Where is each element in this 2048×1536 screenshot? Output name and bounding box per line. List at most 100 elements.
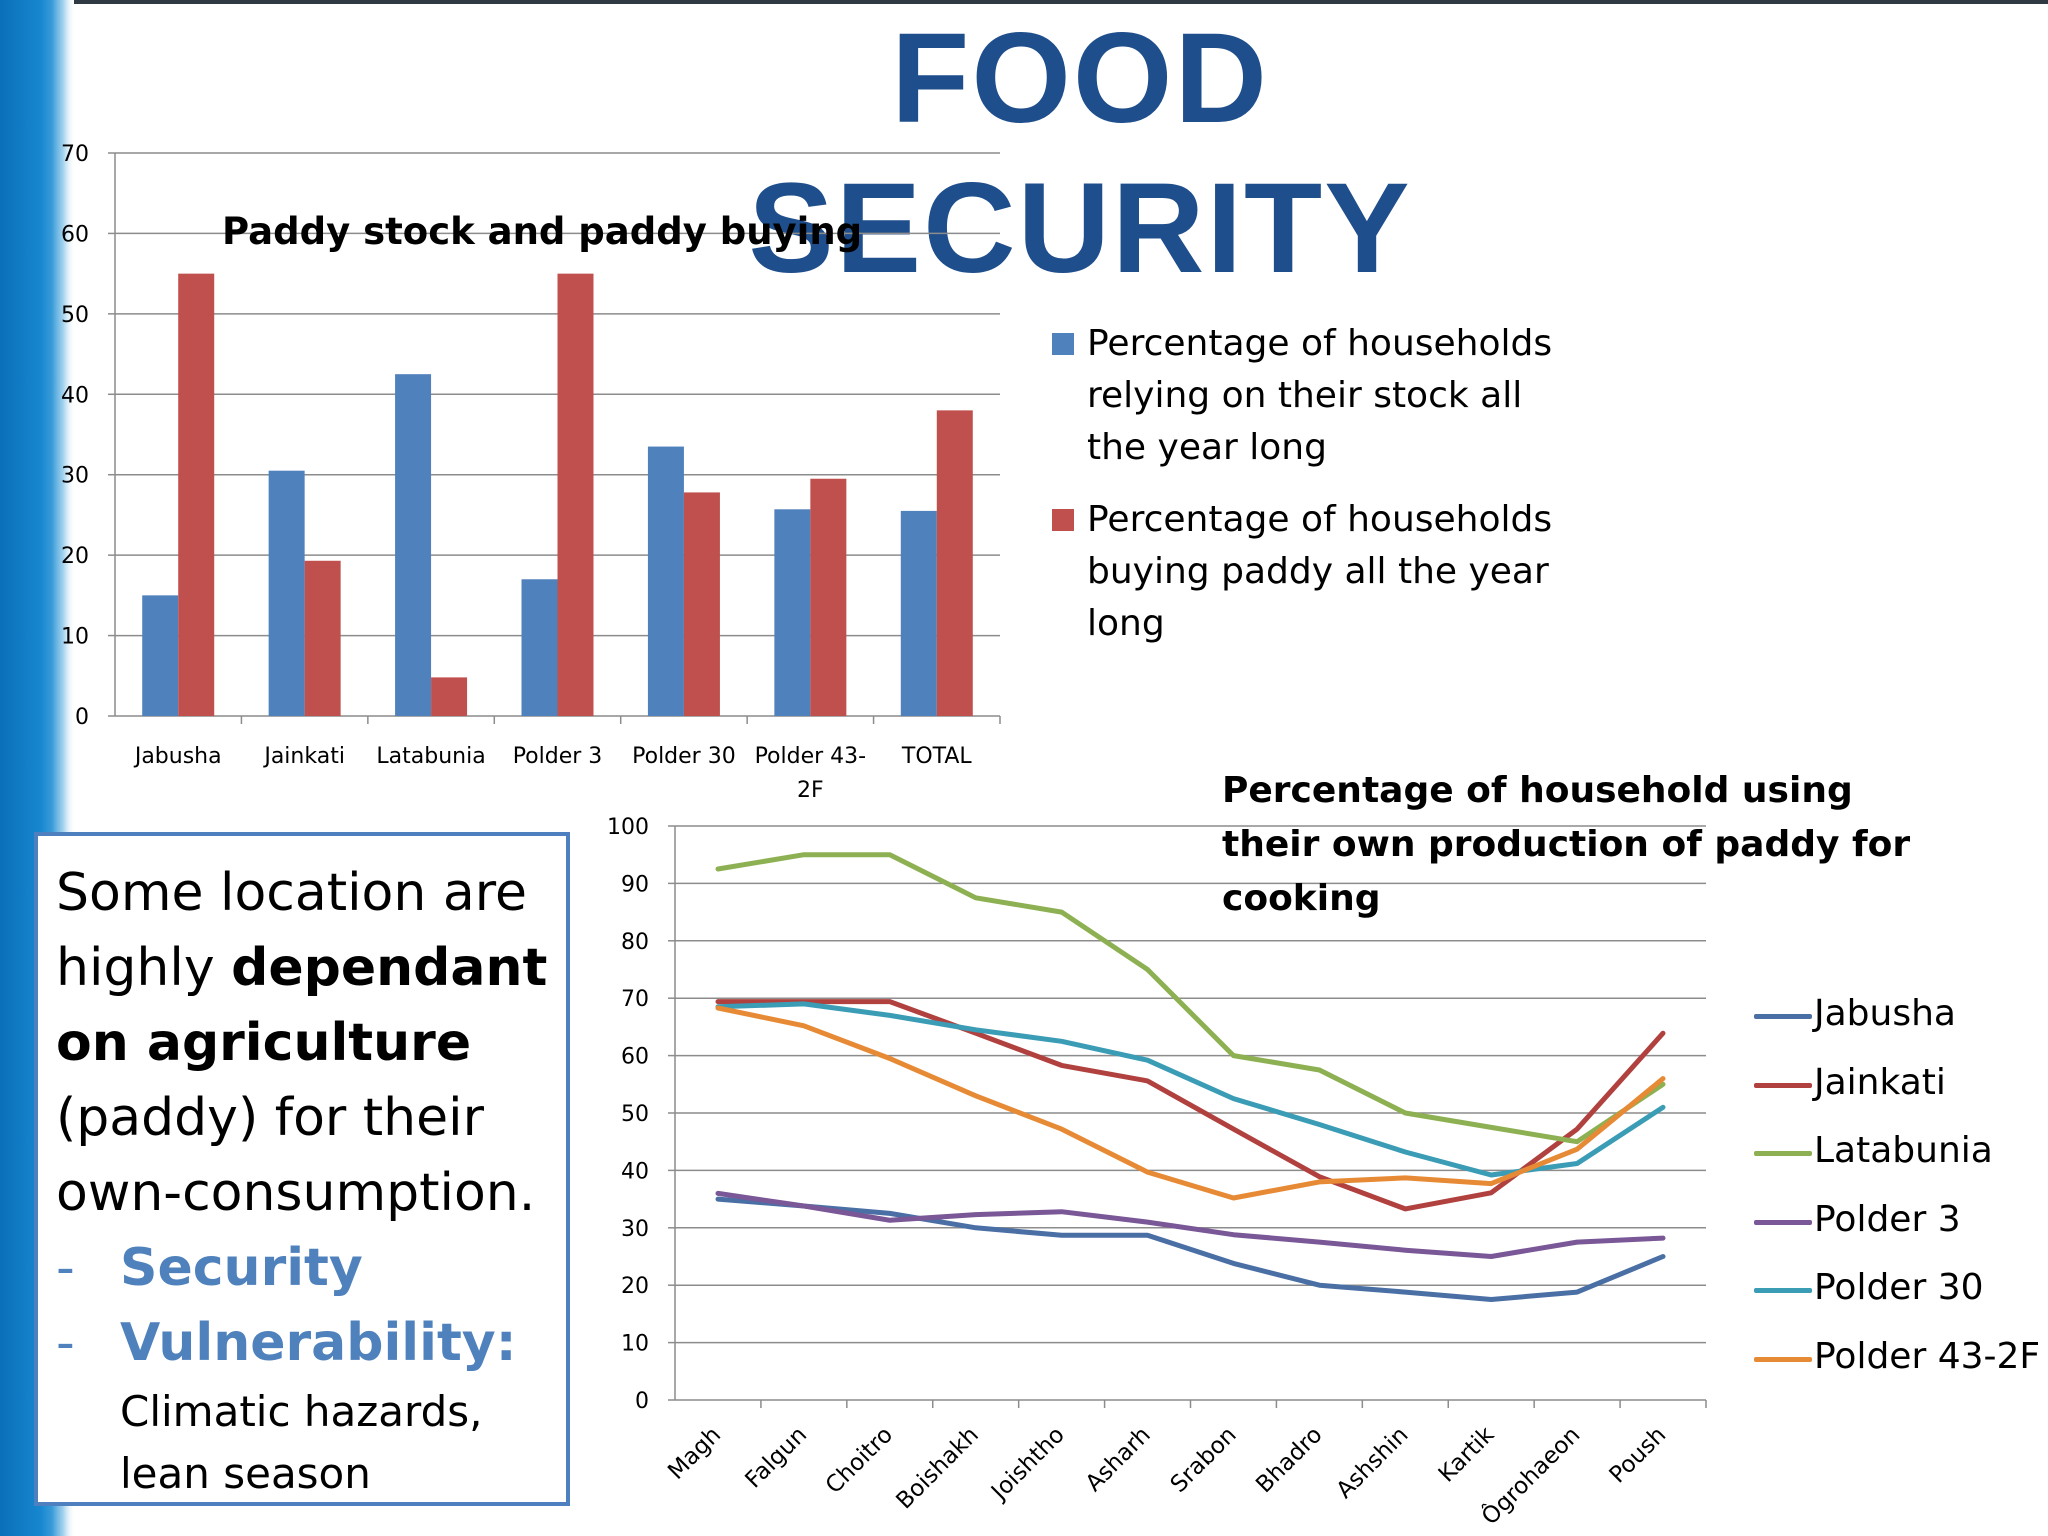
line-y-tick-label: 80	[621, 930, 649, 955]
summary-paragraph: Some location are highly dependant on ag…	[56, 856, 550, 1231]
line-legend-label: Jabusha	[1814, 993, 1956, 1034]
bar-legend-swatch-stock	[1052, 333, 1074, 355]
bar-chart-legend: Percentage of households relying on thei…	[1052, 318, 1572, 670]
line-series-jainkati	[715, 999, 1666, 1212]
bar-polder-3-series-0	[521, 579, 558, 716]
bar-polder-43-2f-series-0	[774, 509, 811, 716]
line-series-latabunia	[715, 852, 1666, 1145]
line-y-tick-label: 0	[635, 1389, 649, 1414]
bar-y-tick-label: 70	[61, 142, 89, 167]
bullet-security: - Security	[56, 1231, 550, 1306]
line-series-jabusha	[715, 1196, 1666, 1302]
line-x-tick-label-asharh: Asharh	[1081, 1422, 1156, 1497]
bar-x-tick-label: Polder 3	[513, 744, 603, 769]
line-legend-item-jainkati: Jainkati	[1750, 1053, 2048, 1122]
line-y-tick-label: 70	[621, 987, 649, 1012]
line-legend-swatch	[1754, 1082, 1812, 1088]
bar-legend-item-stock: Percentage of households relying on thei…	[1052, 318, 1572, 474]
line-legend-swatch	[1754, 1288, 1812, 1293]
line-chart-legend: Jabusha Jainkati Latabunia Polder 3 Polder 3…	[1750, 984, 2048, 1395]
bar-polder-3-series-1	[557, 273, 594, 716]
line-y-tick-label: 60	[621, 1045, 649, 1070]
bar-x-tick-label: Latabunia	[376, 744, 485, 769]
line-legend-swatch	[1754, 1151, 1812, 1156]
bar-chart: 0 10 20 30 40 50 60 70 Jabusha Jainkati Latabunia P…	[61, 142, 1001, 803]
bar-y-tick-label: 10	[61, 625, 89, 650]
line-series-polder-30	[715, 1001, 1666, 1178]
line-legend-swatch	[1754, 1219, 1812, 1225]
line-x-tick-label-magh: Magh	[663, 1422, 726, 1485]
bar-legend-item-buying: Percentage of households buying paddy al…	[1052, 494, 1572, 650]
line-x-tick-label-boishakh: Boishakh	[891, 1422, 983, 1514]
line-legend-item-jabusha: Jabusha	[1750, 984, 2048, 1053]
bar-total-series-0	[900, 510, 937, 716]
summary-text-bold: dependant on agriculture	[56, 938, 548, 1073]
line-y-tick-label: 50	[621, 1102, 649, 1127]
line-x-tick-label-choitro: Choitro	[821, 1422, 898, 1499]
line-x-tick-label-poush: Poush	[1605, 1422, 1672, 1489]
bar-x-tick-label: Polder 30	[632, 744, 736, 769]
bar-latabunia-series-0	[395, 374, 432, 716]
bar-chart-title: Paddy stock and paddy buying	[222, 210, 863, 253]
bar-polder-43-2f-series-1	[810, 478, 847, 716]
bar-polder-30-series-1	[683, 492, 720, 716]
line-x-tick-label-joishtho: Joishtho	[985, 1422, 1069, 1506]
bar-y-tick-label: 0	[75, 705, 89, 730]
line-series-polder-3	[715, 1190, 1666, 1259]
line-series-polder-43-2f	[715, 1005, 1666, 1201]
bullet-vulnerability: - Vulnerability:	[56, 1306, 550, 1381]
line-x-tick-label-kartik: Kartik	[1434, 1421, 1500, 1487]
line-legend-label: Polder 30	[1814, 1267, 1984, 1308]
bar-y-tick-label: 30	[61, 464, 89, 489]
bar-polder-30-series-0	[647, 446, 684, 716]
line-legend-label: Jainkati	[1814, 1061, 1946, 1103]
line-legend-item-polder-43-2f: Polder 43-2F	[1750, 1327, 2048, 1396]
line-y-tick-label: 10	[621, 1332, 649, 1357]
bar-y-tick-label: 60	[61, 222, 89, 247]
top-border-line	[0, 0, 2048, 4]
bar-jabusha-series-1	[178, 273, 215, 716]
bar-total-series-1	[936, 410, 973, 716]
bar-y-tick-label: 20	[61, 544, 89, 569]
line-x-tick-label-srabon: Srabon	[1166, 1422, 1242, 1498]
bullet-security-label: Security	[120, 1238, 363, 1298]
line-legend-label: Polder 3	[1814, 1198, 1961, 1240]
line-chart-title: Percentage of household using their own …	[1222, 770, 1911, 919]
bar-x-tick-label: Jainkati	[262, 744, 345, 769]
line-legend-item-polder-30: Polder 30	[1750, 1258, 2048, 1327]
bar-legend-label-buying: Percentage of households buying paddy al…	[1087, 499, 1553, 644]
line-legend-label: Latabunia	[1814, 1130, 1993, 1171]
bar-x-tick-label: TOTAL	[901, 744, 973, 769]
line-x-tick-label-falgun: Falgun	[740, 1422, 812, 1494]
summary-text-a: Some location are highly	[56, 863, 527, 998]
line-y-tick-label: 100	[607, 815, 649, 840]
bar-jainkati-series-0	[268, 470, 305, 716]
line-y-tick-label: 30	[621, 1217, 649, 1242]
bullet-vulnerability-label: Vulnerability:	[120, 1313, 517, 1373]
line-y-tick-label: 20	[621, 1274, 649, 1299]
line-legend-item-latabunia: Latabunia	[1750, 1121, 2048, 1190]
line-y-tick-label: 90	[621, 872, 649, 897]
line-y-tick-label: 40	[621, 1159, 649, 1184]
line-legend-item-polder-3: Polder 3	[1750, 1190, 2048, 1259]
line-legend-swatch	[1754, 1356, 1812, 1362]
summary-text-box: Some location are highly dependant on ag…	[34, 832, 570, 1506]
slide-title: FOOD SECURITY	[748, 7, 1412, 300]
summary-text-c: (paddy) for their own-consumption.	[56, 1088, 536, 1223]
line-x-tick-label-bhadro: Bhadro	[1251, 1422, 1327, 1498]
bar-jabusha-series-0	[142, 595, 179, 716]
bar-y-tick-label: 40	[61, 383, 89, 408]
line-legend-label: Polder 43-2F	[1814, 1335, 2041, 1377]
bar-legend-swatch-buying	[1052, 509, 1074, 531]
line-legend-swatch	[1754, 1014, 1812, 1019]
bullet-vulnerability-detail: Climatic hazards, lean season	[120, 1387, 483, 1498]
bullet-dash: -	[56, 1313, 75, 1373]
bar-legend-label-stock: Percentage of households relying on thei…	[1087, 323, 1553, 468]
bar-x-tick-label: Polder 43-2F	[755, 744, 867, 803]
line-x-tick-label-ashshin: Ashshin	[1332, 1422, 1414, 1504]
bullet-dash: -	[56, 1238, 75, 1298]
bar-y-tick-label: 50	[61, 303, 89, 328]
bar-jainkati-series-1	[304, 560, 341, 716]
bar-x-tick-label: Jabusha	[133, 744, 222, 769]
